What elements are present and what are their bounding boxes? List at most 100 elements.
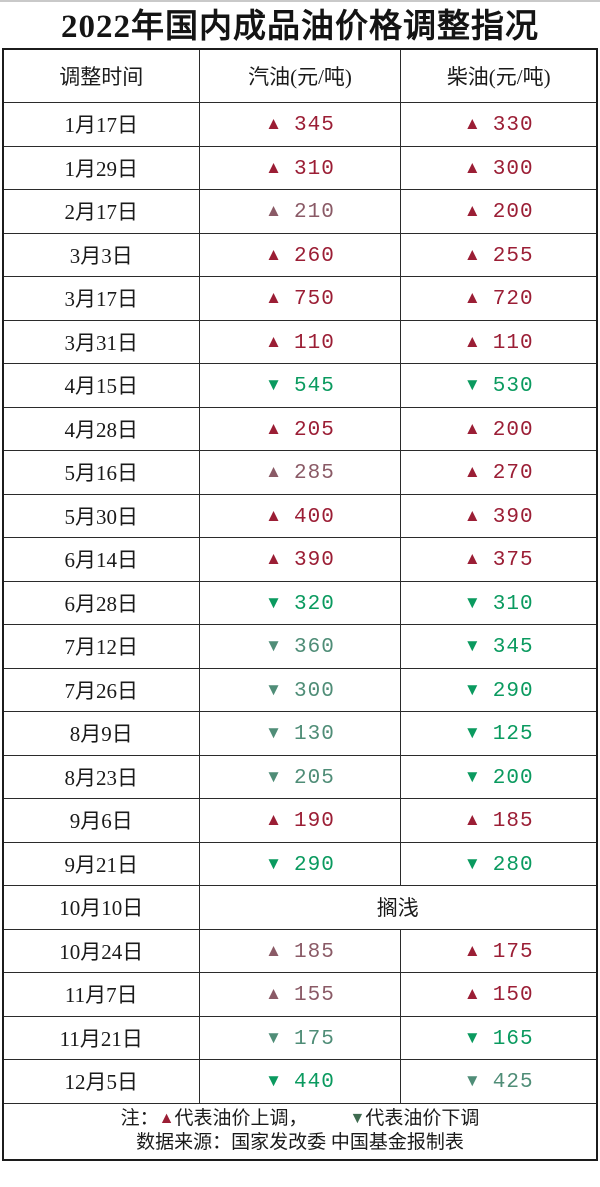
down-triangle-icon: ▼	[463, 766, 481, 786]
gasoline-change-cell: ▼ 320	[198, 580, 402, 625]
col-header-gasoline: 汽油(元/吨)	[198, 48, 402, 103]
date-cell: 1月17日	[2, 102, 200, 147]
gasoline-change-cell: ▼ 360	[198, 624, 402, 669]
table-row: 2月17日 ▲ 210 ▲ 200	[2, 189, 598, 234]
gasoline-change-cell: ▲ 185	[198, 928, 402, 973]
up-triangle-icon: ▲	[265, 418, 282, 438]
price-change-value: 390	[492, 505, 534, 529]
price-change-value: 130	[294, 723, 335, 747]
price-table: 调整时间 汽油(元/吨) 柴油(元/吨) 1月17日 ▲ 345 ▲ 330 1月29日 ▲…	[2, 48, 598, 1161]
price-change-value: 375	[492, 549, 534, 573]
table-row: 11月21日 ▼ 175 ▼ 165	[2, 1015, 598, 1060]
price-change-value: 205	[294, 766, 335, 790]
price-change-value: 155	[294, 984, 335, 1008]
down-triangle-icon: ▼	[265, 766, 282, 786]
table-row: 3月17日 ▲ 750 ▲ 720	[2, 276, 598, 321]
gasoline-change-cell: ▲ 400	[198, 493, 402, 538]
up-triangle-icon: ▲	[265, 114, 282, 134]
diesel-change-cell: ▼ 290	[400, 667, 598, 712]
diesel-change-cell: ▲ 300	[400, 145, 598, 190]
diesel-change-cell: ▼ 280	[400, 841, 598, 886]
diesel-change-cell: ▲ 150	[400, 972, 598, 1017]
price-change-value: 290	[492, 679, 534, 703]
price-change-value: 110	[294, 331, 335, 355]
down-triangle-icon: ▼	[265, 636, 282, 656]
up-triangle-icon: ▲	[463, 157, 481, 177]
up-triangle-icon: ▲	[265, 157, 282, 177]
diesel-change-cell: ▼ 125	[400, 711, 598, 756]
diesel-change-cell: ▲ 175	[400, 928, 598, 973]
date-cell: 11月7日	[2, 972, 200, 1017]
diesel-change-cell: ▼ 425	[400, 1059, 598, 1104]
down-triangle-icon: ▼	[463, 375, 481, 395]
gasoline-change-cell: ▲ 210	[198, 189, 402, 234]
up-triangle-icon: ▲	[463, 114, 481, 134]
gasoline-change-cell: ▲ 310	[198, 145, 402, 190]
price-change-value: 175	[294, 1027, 335, 1051]
date-cell: 6月14日	[2, 537, 200, 582]
price-change-value: 200	[492, 201, 534, 225]
date-cell: 1月29日	[2, 145, 200, 190]
price-change-value: 300	[294, 679, 335, 703]
date-cell: 2月17日	[2, 189, 200, 234]
price-change-value: 290	[294, 853, 335, 877]
date-cell: 10月10日	[2, 885, 200, 930]
legend-up-text: 代表油价上调，	[174, 1107, 308, 1129]
date-cell: 9月6日	[2, 798, 200, 843]
down-triangle-icon: ▼	[463, 592, 481, 612]
up-triangle-icon: ▲	[463, 462, 481, 482]
table-row: 10月24日 ▲ 185 ▲ 175	[2, 928, 598, 973]
down-triangle-icon: ▼	[463, 853, 481, 873]
down-triangle-icon: ▼	[463, 1027, 481, 1047]
price-change-value: 210	[294, 201, 335, 225]
date-cell: 12月5日	[2, 1059, 200, 1104]
date-cell: 3月31日	[2, 319, 200, 364]
price-change-value: 260	[294, 244, 335, 268]
footnote-cell: 注：▲代表油价上调， ▼代表油价下调 数据来源：国家发改委 中国基金报制表	[2, 1102, 598, 1160]
table-row: 5月30日 ▲ 400 ▲ 390	[2, 493, 598, 538]
col-header-date: 调整时间	[2, 48, 200, 103]
gasoline-change-cell: ▲ 285	[198, 450, 402, 495]
price-change-value: 345	[294, 114, 335, 138]
price-change-value: 310	[294, 157, 335, 181]
diesel-change-cell: ▼ 165	[400, 1015, 598, 1060]
gasoline-change-cell: ▼ 440	[198, 1059, 402, 1104]
table-row: 12月5日 ▼ 440 ▼ 425	[2, 1059, 598, 1104]
diesel-change-cell: ▼ 310	[400, 580, 598, 625]
footnote-row: 注：▲代表油价上调， ▼代表油价下调 数据来源：国家发改委 中国基金报制表	[2, 1102, 598, 1160]
price-change-value: 165	[492, 1027, 534, 1051]
price-change-value: 440	[294, 1071, 335, 1095]
gasoline-change-cell: ▲ 155	[198, 972, 402, 1017]
price-table-body: 1月17日 ▲ 345 ▲ 330 1月29日 ▲ 310 ▲ 300 2月17日 ▲ 210 ▲ 200 3…	[2, 102, 598, 1104]
up-triangle-icon: ▲	[265, 462, 282, 482]
price-change-value: 400	[294, 505, 335, 529]
price-change-value: 270	[492, 462, 534, 486]
price-change-value: 110	[492, 331, 534, 355]
header-row: 调整时间 汽油(元/吨) 柴油(元/吨)	[2, 48, 598, 103]
up-triangle-icon: ▲	[265, 288, 282, 308]
price-change-value: 530	[492, 375, 534, 399]
up-triangle-icon: ▲	[463, 201, 481, 221]
legend-down-text: 代表油价下调	[365, 1107, 480, 1129]
price-change-value: 125	[492, 723, 534, 747]
price-change-value: 750	[294, 288, 335, 312]
down-triangle-icon: ▼	[265, 1027, 282, 1047]
diesel-change-cell: ▲ 255	[400, 232, 598, 277]
date-cell: 8月23日	[2, 754, 200, 799]
gasoline-change-cell: ▲ 190	[198, 798, 402, 843]
table-row: 6月28日 ▼ 320 ▼ 310	[2, 580, 598, 625]
down-triangle-icon: ▼	[265, 592, 282, 612]
gasoline-change-cell: ▼ 130	[198, 711, 402, 756]
price-change-value: 345	[492, 636, 534, 660]
diesel-change-cell: ▲ 375	[400, 537, 598, 582]
gasoline-change-cell: ▼ 300	[198, 667, 402, 712]
table-row: 10月10日 搁浅	[2, 885, 598, 930]
legend-line: 注：▲代表油价上调， ▼代表油价下调	[4, 1107, 596, 1131]
price-change-value: 545	[294, 375, 335, 399]
up-triangle-icon: ▲	[463, 418, 481, 438]
up-triangle-icon: ▲	[265, 549, 282, 569]
down-triangle-icon: ▼	[265, 723, 282, 743]
price-change-value: 175	[492, 940, 534, 964]
down-triangle-icon: ▼	[265, 853, 282, 873]
